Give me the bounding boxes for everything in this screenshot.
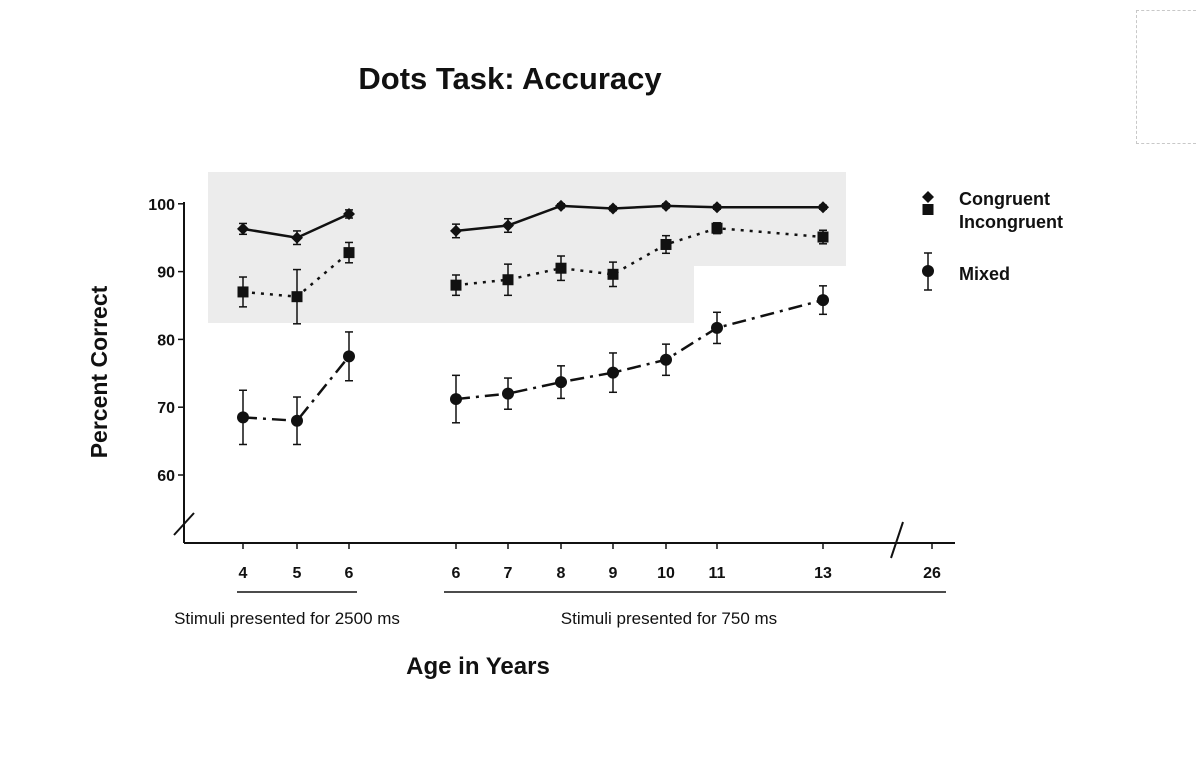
data-point-congruent bbox=[817, 201, 829, 214]
y-axis-break bbox=[173, 512, 195, 536]
data-point-incongruent bbox=[660, 238, 672, 250]
x-tick-label: 7 bbox=[504, 565, 513, 582]
stimulus-groups: Stimuli presented for 2500 ms Stimuli pr… bbox=[174, 591, 946, 628]
data-point-incongruent bbox=[343, 247, 355, 259]
x-tick-label: 5 bbox=[293, 565, 302, 582]
data-point-incongruent bbox=[450, 279, 462, 291]
data-point-congruent bbox=[711, 201, 723, 214]
data-point-congruent bbox=[660, 199, 672, 212]
x-tick-label: 8 bbox=[557, 565, 566, 582]
x-tick-label: 10 bbox=[657, 565, 675, 582]
data-point-congruent bbox=[343, 207, 355, 220]
chart-title: Dots Task: Accuracy bbox=[358, 61, 662, 96]
legend: Congruent Incongruent Mixed bbox=[922, 189, 1063, 291]
series-congruent bbox=[237, 199, 829, 246]
x-tick-label: 6 bbox=[452, 565, 461, 582]
x-tick-label: 26 bbox=[923, 565, 941, 582]
legend-label-mixed: Mixed bbox=[959, 264, 1010, 284]
legend-label-incongruent: Incongruent bbox=[959, 212, 1063, 232]
x-tick-label: 6 bbox=[345, 565, 354, 582]
data-point-congruent bbox=[291, 231, 303, 244]
data-point-mixed bbox=[607, 366, 619, 379]
axes bbox=[173, 202, 955, 559]
x-axis-break bbox=[890, 521, 904, 559]
x-axis-label: Age in Years bbox=[406, 653, 550, 680]
legend-mixed-marker bbox=[922, 265, 934, 277]
data-series bbox=[237, 199, 829, 446]
data-point-incongruent bbox=[555, 262, 567, 274]
data-point-congruent bbox=[450, 224, 462, 237]
y-tick-label: 70 bbox=[157, 400, 175, 417]
x-tick-label: 9 bbox=[609, 565, 618, 582]
x-tick-label: 11 bbox=[709, 565, 726, 582]
data-point-incongruent bbox=[237, 286, 249, 298]
data-point-incongruent bbox=[291, 291, 303, 303]
y-axis-label: Percent Correct bbox=[86, 285, 112, 458]
y-tick-labels: 60 70 80 90 100 bbox=[148, 197, 184, 485]
legend-congruent-marker bbox=[922, 191, 934, 203]
data-point-congruent bbox=[502, 219, 514, 232]
legend-label-congruent: Congruent bbox=[959, 189, 1050, 209]
data-point-congruent bbox=[555, 199, 567, 212]
data-point-mixed bbox=[343, 350, 355, 363]
series-mixed bbox=[237, 285, 829, 446]
data-point-mixed bbox=[502, 387, 514, 400]
data-point-incongruent bbox=[607, 268, 619, 280]
data-point-mixed bbox=[711, 321, 723, 334]
y-tick-label: 60 bbox=[157, 468, 175, 485]
group-label-750ms: Stimuli presented for 750 ms bbox=[561, 609, 777, 628]
y-tick-label: 80 bbox=[157, 332, 175, 349]
data-point-incongruent bbox=[711, 222, 723, 234]
data-point-mixed bbox=[291, 414, 303, 427]
data-point-incongruent bbox=[502, 274, 514, 286]
data-point-mixed bbox=[817, 294, 829, 307]
x-tick-labels: 4 5 6 6 7 8 9 10 11 13 26 bbox=[239, 543, 941, 582]
data-point-mixed bbox=[555, 376, 567, 389]
data-point-mixed bbox=[237, 411, 249, 424]
data-point-mixed bbox=[660, 353, 672, 366]
corner-placeholder bbox=[1136, 10, 1196, 144]
data-point-mixed bbox=[450, 393, 462, 406]
data-point-incongruent bbox=[817, 231, 829, 243]
x-tick-label: 13 bbox=[814, 565, 832, 582]
data-point-congruent bbox=[607, 202, 619, 215]
x-tick-label: 4 bbox=[239, 565, 248, 582]
series-incongruent bbox=[237, 222, 829, 325]
y-tick-label: 100 bbox=[148, 197, 175, 214]
y-tick-label: 90 bbox=[157, 265, 175, 282]
data-point-congruent bbox=[237, 222, 249, 235]
series-line-mixed bbox=[242, 355, 350, 423]
group-label-2500ms: Stimuli presented for 2500 ms bbox=[174, 609, 400, 628]
legend-incongruent-marker bbox=[922, 204, 934, 215]
shaded-band bbox=[208, 172, 846, 323]
shaded-region bbox=[208, 172, 846, 323]
